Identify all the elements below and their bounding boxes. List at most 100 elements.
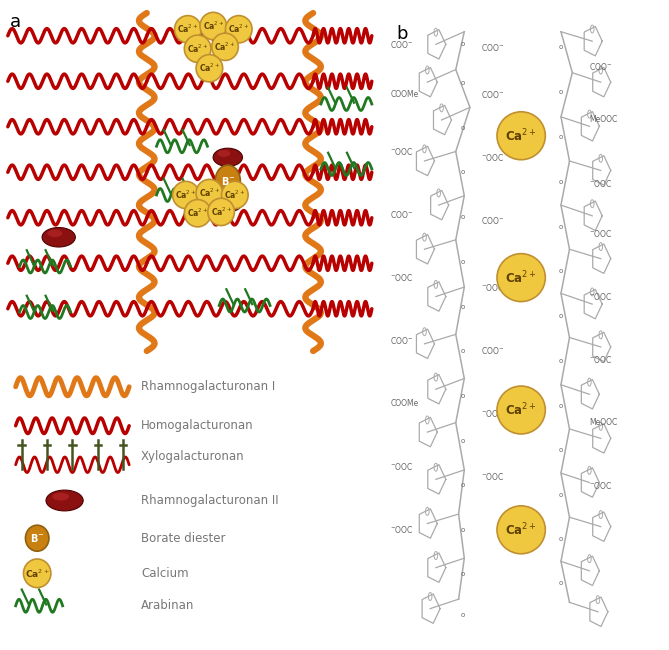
Text: o: o [461, 612, 465, 618]
Text: Ca$^{2+}$: Ca$^{2+}$ [505, 402, 537, 419]
Ellipse shape [213, 148, 242, 166]
Text: Ca$^{2+}$: Ca$^{2+}$ [505, 269, 537, 286]
Ellipse shape [221, 181, 248, 209]
Text: Ca$^{2+}$: Ca$^{2+}$ [175, 188, 197, 202]
Text: o: o [559, 536, 563, 541]
Text: Calcium: Calcium [141, 567, 189, 580]
Text: COO$^{-}$: COO$^{-}$ [391, 39, 413, 50]
Text: o: o [559, 580, 563, 586]
Text: o: o [461, 214, 465, 220]
Text: $^{-}$OOC: $^{-}$OOC [589, 354, 613, 365]
Text: $^{-}$OOC: $^{-}$OOC [391, 462, 414, 473]
Text: Ca$^{2+}$: Ca$^{2+}$ [224, 188, 246, 202]
Text: Ca$^{2+}$: Ca$^{2+}$ [187, 207, 208, 220]
Text: o: o [461, 526, 465, 533]
Text: $^{-}$OOC: $^{-}$OOC [391, 146, 414, 157]
Text: o: o [461, 348, 465, 354]
Text: Ca$^{2+}$: Ca$^{2+}$ [187, 42, 208, 55]
Text: $^{-}$OOC: $^{-}$OOC [481, 281, 504, 292]
Text: Ca$^{2+}$: Ca$^{2+}$ [25, 567, 50, 580]
Text: Rhamnogalacturonan I: Rhamnogalacturonan I [141, 380, 275, 393]
Text: Arabinan: Arabinan [141, 599, 194, 612]
Text: $^{-}$OOC: $^{-}$OOC [481, 408, 504, 419]
Text: Ca$^{2+}$: Ca$^{2+}$ [177, 23, 199, 36]
Text: o: o [461, 304, 465, 309]
Text: Ca$^{2+}$: Ca$^{2+}$ [215, 40, 235, 53]
Text: B$^{-}$: B$^{-}$ [221, 175, 235, 187]
Text: o: o [559, 402, 563, 409]
Text: o: o [461, 259, 465, 265]
Text: o: o [559, 179, 563, 185]
Text: COO$^{-}$: COO$^{-}$ [481, 344, 504, 356]
Text: $^{-}$OOC: $^{-}$OOC [589, 291, 613, 302]
Ellipse shape [196, 179, 223, 207]
Text: o: o [461, 125, 465, 131]
Ellipse shape [215, 165, 240, 196]
Text: Ca$^{2+}$: Ca$^{2+}$ [505, 521, 537, 538]
Text: Homogalacturonan: Homogalacturonan [141, 419, 254, 432]
Text: $^{-}$OOC: $^{-}$OOC [589, 177, 613, 188]
Text: COO$^{-}$: COO$^{-}$ [391, 209, 413, 220]
Text: o: o [461, 81, 465, 86]
Text: o: o [559, 313, 563, 319]
Text: o: o [461, 438, 465, 444]
Ellipse shape [185, 35, 211, 62]
Ellipse shape [217, 196, 230, 202]
Ellipse shape [211, 33, 238, 60]
Text: Rhamnogalacturonan II: Rhamnogalacturonan II [141, 494, 278, 507]
Ellipse shape [46, 490, 83, 511]
Text: o: o [559, 134, 563, 140]
Text: o: o [461, 42, 465, 47]
Text: o: o [559, 491, 563, 497]
Text: COO$^{-}$: COO$^{-}$ [589, 61, 613, 72]
Text: o: o [559, 447, 563, 453]
Text: o: o [461, 169, 465, 176]
Ellipse shape [52, 493, 69, 500]
Text: $^{-}$OOC: $^{-}$OOC [391, 272, 414, 283]
Text: $^{-}$OOC: $^{-}$OOC [391, 525, 414, 536]
Text: $^{-}$OOC: $^{-}$OOC [481, 471, 504, 482]
Ellipse shape [497, 254, 545, 302]
Text: $^{-}$OOC: $^{-}$OOC [589, 480, 613, 491]
Text: B$^{-}$: B$^{-}$ [30, 532, 44, 544]
Text: Borate diester: Borate diester [141, 532, 225, 545]
Text: o: o [559, 224, 563, 229]
Ellipse shape [497, 506, 545, 554]
Ellipse shape [200, 12, 227, 40]
Text: Xylogalacturonan: Xylogalacturonan [141, 450, 244, 463]
Text: o: o [559, 268, 563, 274]
Ellipse shape [497, 112, 545, 160]
Ellipse shape [497, 386, 545, 434]
Text: o: o [461, 482, 465, 488]
Text: COO$^{-}$: COO$^{-}$ [481, 89, 504, 100]
Text: COO$^{-}$: COO$^{-}$ [481, 215, 504, 226]
Text: COO$^{-}$: COO$^{-}$ [391, 335, 413, 346]
Ellipse shape [175, 16, 201, 43]
Text: o: o [559, 44, 563, 51]
Ellipse shape [23, 559, 51, 588]
Text: a: a [10, 13, 21, 31]
Text: Ca$^{2+}$: Ca$^{2+}$ [203, 20, 224, 32]
Ellipse shape [185, 200, 211, 227]
Text: MeOOC: MeOOC [589, 418, 617, 427]
Text: Ca$^{2+}$: Ca$^{2+}$ [505, 127, 537, 144]
Text: COOMe: COOMe [391, 90, 419, 99]
Ellipse shape [217, 150, 230, 157]
Text: COO$^{-}$: COO$^{-}$ [481, 42, 504, 53]
Text: o: o [559, 358, 563, 364]
Text: b: b [396, 25, 407, 44]
Ellipse shape [213, 194, 242, 212]
Ellipse shape [196, 55, 223, 82]
Text: Ca$^{2+}$: Ca$^{2+}$ [211, 205, 231, 218]
Text: Ca$^{2+}$: Ca$^{2+}$ [199, 187, 220, 200]
Ellipse shape [208, 198, 234, 226]
Text: o: o [559, 89, 563, 96]
Text: COOMe: COOMe [391, 399, 419, 408]
Ellipse shape [173, 181, 199, 209]
Text: $^{-}$OOC: $^{-}$OOC [589, 228, 613, 239]
Text: MeOOC: MeOOC [589, 116, 617, 125]
Ellipse shape [25, 525, 49, 551]
Ellipse shape [225, 16, 252, 43]
Ellipse shape [42, 227, 76, 247]
Ellipse shape [47, 229, 62, 237]
